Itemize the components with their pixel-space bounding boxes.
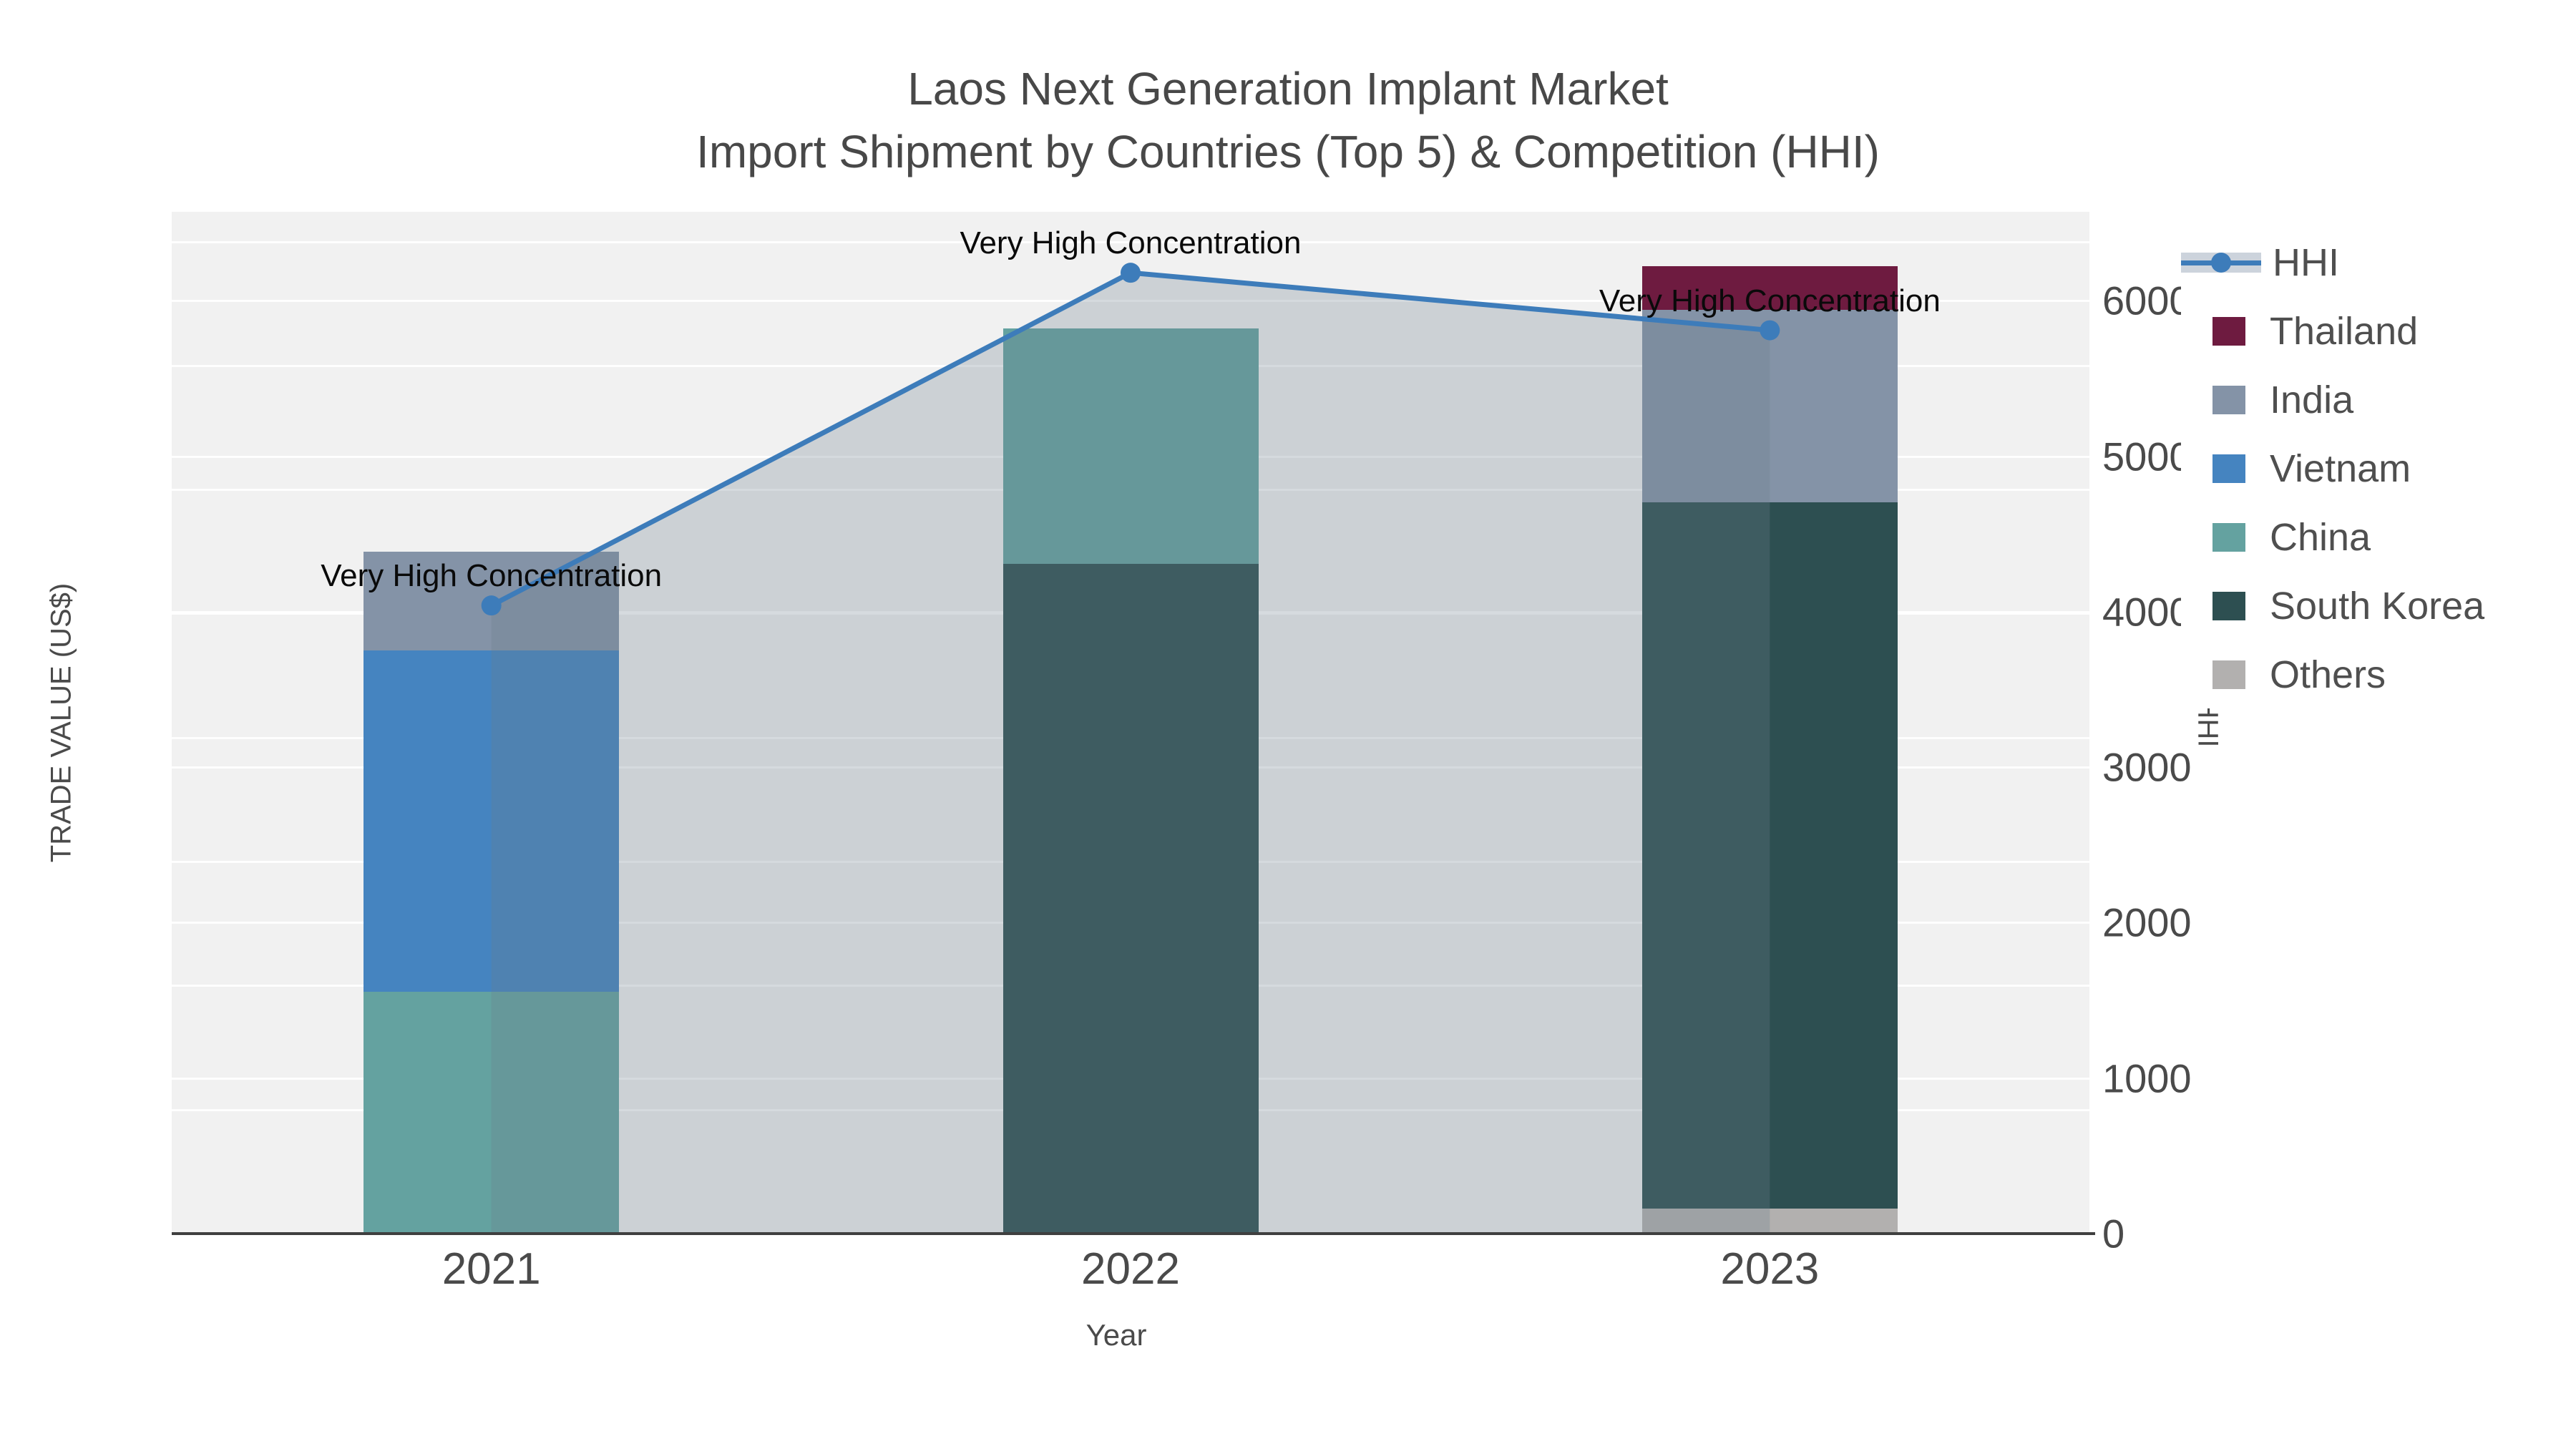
legend-item-south-korea[interactable]: South Korea <box>2181 581 2484 631</box>
bar-2021-china <box>364 992 620 1234</box>
y-right-tick-5000: 5000 <box>2102 434 2192 479</box>
annotation-2022: Very High Concentration <box>960 225 1302 261</box>
x-tick-2023: 2023 <box>1720 1244 1820 1294</box>
y-right-tick-1000: 1000 <box>2102 1055 2192 1101</box>
hhi-marker-2021[interactable] <box>481 595 502 616</box>
y-right-tick-4000: 4000 <box>2102 589 2192 635</box>
chart-title-line2: Import Shipment by Countries (Top 5) & C… <box>696 126 1880 177</box>
legend-background <box>2181 229 2570 708</box>
legend-label-vietnam: Vietnam <box>2270 447 2411 490</box>
bar-2021-vietnam <box>364 650 620 992</box>
legend-hhi-line-swatch <box>2181 248 2261 277</box>
y-right-tick-3000: 3000 <box>2102 744 2192 790</box>
annotation-2023: Very High Concentration <box>1599 283 1941 318</box>
legend-label-south-korea: South Korea <box>2270 585 2485 628</box>
hhi-area-fill <box>491 273 1770 1234</box>
legend-swatch-vietnam <box>2212 454 2245 483</box>
y-right-tick-0: 0 <box>2102 1211 2125 1257</box>
legend-item-china[interactable]: China <box>2181 512 2371 562</box>
x-tick-2022: 2022 <box>1081 1244 1180 1294</box>
legend-label-china: China <box>2270 516 2371 559</box>
hhi-marker-2022[interactable] <box>1121 263 1141 283</box>
bar-2023-others <box>1641 1209 1898 1234</box>
y-right-tick-6000: 6000 <box>2102 278 2192 323</box>
y-axis-left-title: TRADE VALUE (US$) <box>45 582 77 863</box>
legend-label-hhi: HHI <box>2273 241 2339 284</box>
hhi-marker-2023[interactable] <box>1760 320 1780 341</box>
bar-2022-china <box>1002 328 1259 565</box>
chart-title: Laos Next Generation Implant Market Impo… <box>0 57 2576 183</box>
legend-label-others: Others <box>2270 653 2386 696</box>
gridline-left-80k <box>172 240 2089 243</box>
legend-item-vietnam[interactable]: Vietnam <box>2181 444 2411 494</box>
bar-2022-south-korea <box>1002 564 1259 1234</box>
x-axis-line <box>172 1232 2095 1235</box>
legend-item-thailand[interactable]: Thailand <box>2181 306 2418 356</box>
y-right-tick-2000: 2000 <box>2102 899 2192 945</box>
legend-label-thailand: Thailand <box>2270 310 2419 353</box>
legend-swatch-india <box>2212 386 2245 414</box>
x-axis-title: Year <box>1085 1318 1147 1352</box>
legend-label-india: India <box>2270 379 2354 421</box>
legend-item-others[interactable]: Others <box>2181 650 2386 700</box>
legend-swatch-china <box>2212 523 2245 552</box>
legend-swatch-thailand <box>2212 317 2245 346</box>
chart-title-line1: Laos Next Generation Implant Market <box>907 63 1669 114</box>
annotation-2021: Very High Concentration <box>321 558 663 594</box>
legend-item-india[interactable]: India <box>2181 375 2353 425</box>
legend-swatch-others <box>2212 660 2245 689</box>
legend-item-hhi[interactable]: HHI <box>2181 238 2339 288</box>
gridline-right-6000 <box>172 300 2089 303</box>
bar-2023-thailand <box>1641 266 1898 310</box>
bar-2023-india <box>1641 309 1898 502</box>
bar-2023-south-korea <box>1641 502 1898 1209</box>
x-tick-2021: 2021 <box>441 1244 541 1294</box>
legend-hhi-marker <box>2211 253 2231 273</box>
legend-swatch-south-korea <box>2212 592 2245 620</box>
